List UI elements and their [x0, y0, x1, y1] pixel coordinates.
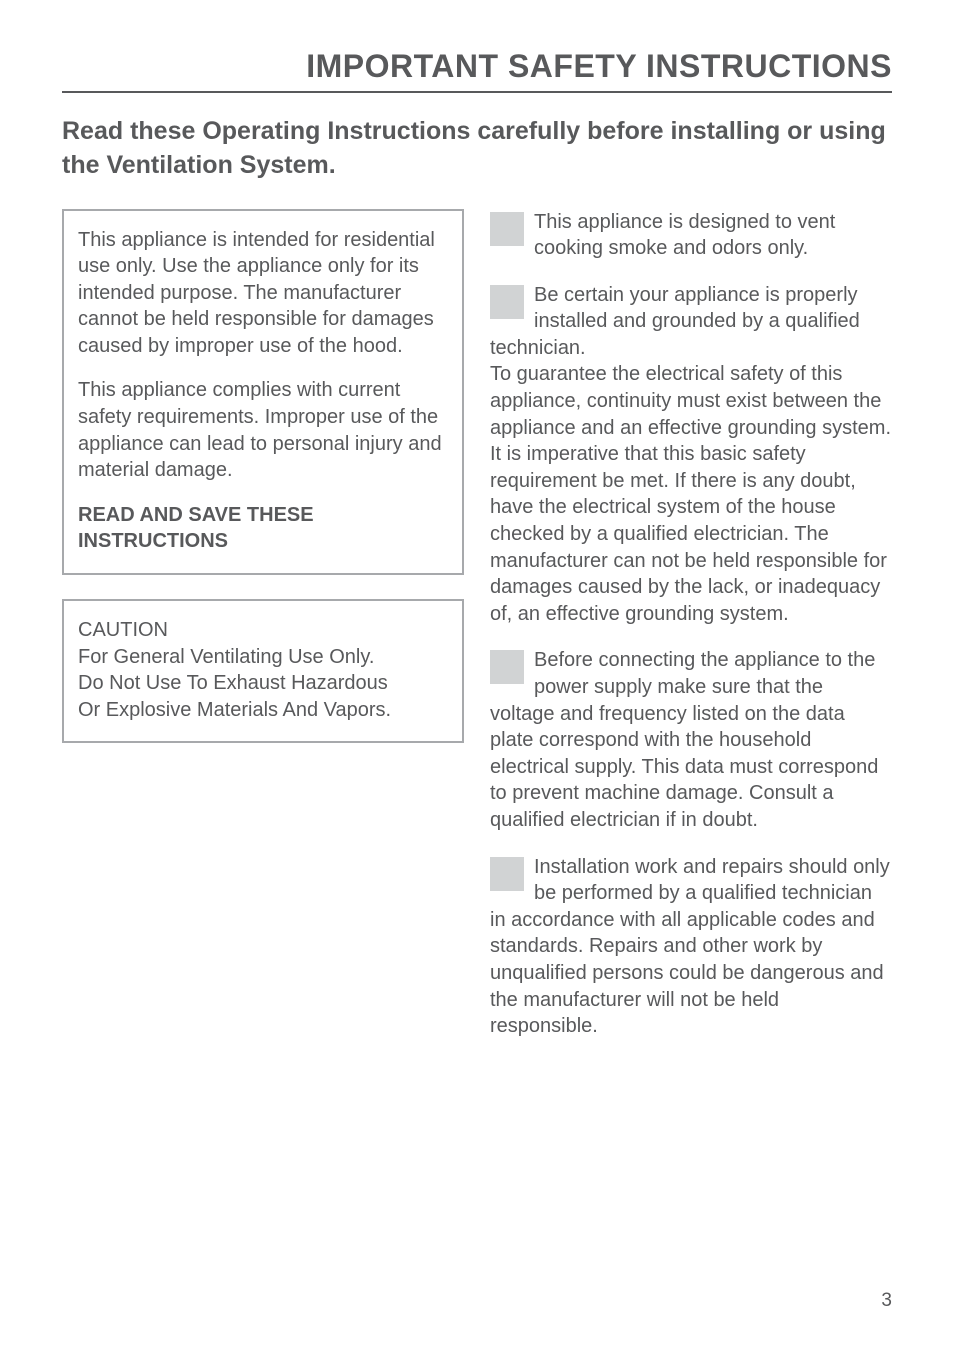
read-save-heading: READ AND SAVE THESE INSTRUCTIONS	[78, 502, 448, 555]
safety-requirements-paragraph: This appliance complies with current saf…	[78, 377, 448, 483]
installation-text: Installation work and repairs should onl…	[490, 856, 890, 1038]
page-number: 3	[881, 1290, 892, 1312]
grounding-body-text: To guarantee the electrical safety of th…	[490, 363, 891, 624]
bullet-icon	[490, 857, 524, 891]
design-purpose-text: This appliance is designed to vent cooki…	[534, 211, 835, 260]
grounding-lead-text: Be certain your appliance is properly in…	[490, 284, 860, 359]
read-save-line1: READ AND SAVE THESE	[78, 504, 314, 526]
caution-box: CAUTION For General Ventilating Use Only…	[62, 599, 464, 743]
read-save-line2: INSTRUCTIONS	[78, 530, 228, 552]
caution-text: CAUTION For General Ventilating Use Only…	[78, 617, 448, 723]
bullet-icon	[490, 650, 524, 684]
voltage-block: Before connecting the appliance to the p…	[490, 647, 892, 833]
design-purpose-block: This appliance is designed to vent cooki…	[490, 209, 892, 262]
installation-block: Installation work and repairs should onl…	[490, 854, 892, 1040]
two-column-layout: This appliance is intended for residenti…	[62, 209, 892, 1060]
header-rule	[62, 91, 892, 93]
page-title: IMPORTANT SAFETY INSTRUCTIONS	[62, 48, 892, 85]
voltage-text: Before connecting the appliance to the p…	[490, 649, 878, 831]
grounding-block: Be certain your appliance is properly in…	[490, 282, 892, 628]
bullet-icon	[490, 285, 524, 319]
bullet-icon	[490, 212, 524, 246]
caution-line1: CAUTION	[78, 619, 168, 641]
page-subhead: Read these Operating Instructions carefu…	[62, 115, 892, 183]
caution-line4: Or Explosive Materials And Vapors.	[78, 699, 391, 721]
caution-line3: Do Not Use To Exhaust Hazardous	[78, 672, 388, 694]
left-column: This appliance is intended for residenti…	[62, 209, 464, 1060]
intended-use-box: This appliance is intended for residenti…	[62, 209, 464, 576]
caution-line2: For General Ventilating Use Only.	[78, 646, 374, 668]
intended-use-paragraph: This appliance is intended for residenti…	[78, 227, 448, 360]
right-column: This appliance is designed to vent cooki…	[490, 209, 892, 1060]
